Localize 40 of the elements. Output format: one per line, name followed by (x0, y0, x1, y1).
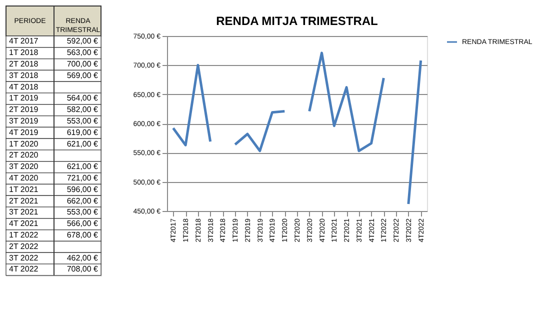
data-label: 563,00 € (66, 48, 99, 58)
data-label: 700,00 € (66, 60, 99, 68)
category-label: 3T 2021 (9, 208, 39, 217)
category-label: 2T 2020 (9, 150, 39, 160)
data-label: 564,00 € (66, 94, 99, 103)
data-label: 592,00 € (66, 36, 99, 46)
data-label: 582,00 € (66, 105, 99, 114)
category-label: 4T 2019 (9, 128, 39, 137)
category-label: 4T 2020 (9, 174, 39, 182)
data-label: 569,00 € (66, 70, 99, 80)
category-label: 3T 2022 (9, 253, 39, 262)
category-label: 1T 2019 (9, 94, 39, 103)
category-label: 4T 2022 (9, 264, 39, 274)
data-label: 566,00 € (66, 219, 99, 228)
data-label: 596,00 € (66, 184, 99, 194)
data-label: 662,00 € (66, 196, 99, 206)
category-label: 3T 2020 (9, 162, 39, 172)
data-label: 708,00 € (66, 264, 99, 274)
category-label: 2T 2022 (9, 242, 39, 251)
chart-title: RENDA MITJA TRIMESTRAL (216, 14, 378, 28)
category-label: 2T 2018 (9, 60, 39, 68)
category-label: 1T 2018 (9, 48, 39, 58)
data-label: 621,00 € (66, 162, 99, 172)
category-label: 1T 2022 (9, 230, 39, 240)
category-label: 2T 2021 (9, 196, 39, 206)
category-label: 1T 2020 (9, 139, 39, 148)
category-label: 3T 2018 (9, 70, 39, 80)
data-label: 619,00 € (66, 128, 99, 137)
category-label: 4T 2018 (9, 82, 39, 92)
category-label: 1T 2021 (9, 184, 39, 194)
category-label: 4T 2021 (9, 219, 39, 228)
data-label: 678,00 € (66, 230, 99, 240)
data-label: 462,00 € (66, 253, 99, 262)
data-label: 621,00 € (66, 139, 99, 148)
data-label: 553,00 € (66, 116, 99, 126)
category-label: 4T 2017 (9, 36, 39, 46)
data-label: 553,00 € (66, 208, 99, 217)
category-label: 3T 2019 (9, 116, 39, 126)
category-label: 2T 2019 (9, 105, 39, 114)
data-label: 721,00 € (66, 174, 99, 182)
